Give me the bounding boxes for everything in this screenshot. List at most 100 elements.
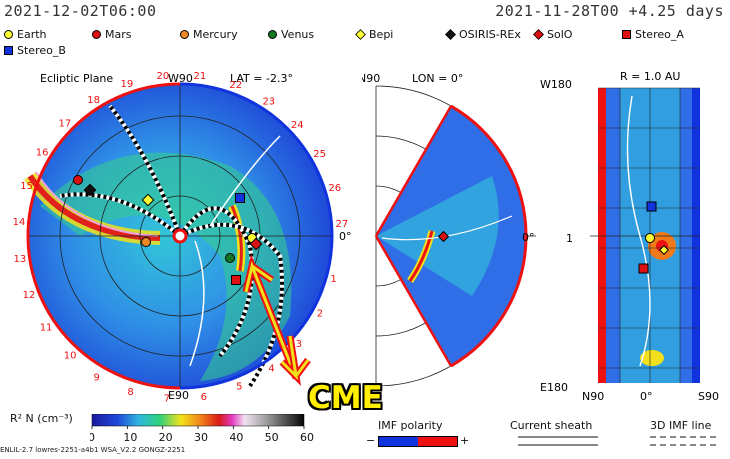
carrington-label-15: 15	[20, 181, 33, 192]
carrington-label-4: 4	[268, 364, 274, 375]
meridional-cme-core	[408, 230, 434, 282]
radial-r: R = 1.0 AU	[620, 70, 680, 83]
radial-top-left: W180	[540, 78, 572, 91]
colorbar-tick-label: 20	[159, 431, 173, 444]
mars-marker	[73, 175, 83, 185]
carrington-label-22: 22	[229, 80, 242, 91]
radial-bepi-marker	[659, 245, 669, 255]
field-line	[108, 104, 182, 237]
ecliptic-top-label: W90	[168, 72, 193, 85]
field-line	[179, 222, 284, 388]
carrington-label-5: 5	[236, 382, 242, 393]
legend-item-mercury: Mercury	[180, 28, 238, 41]
radial-density-low	[640, 350, 664, 366]
cme-arrow	[244, 260, 298, 379]
meridional-lon: LON = 0°	[412, 72, 463, 85]
radial-earth-marker	[645, 233, 655, 243]
colorbar-tick-label: 0	[90, 431, 95, 444]
square-marker-icon	[622, 30, 631, 39]
legend-label: OSIRIS-REx	[459, 28, 521, 41]
legend-item-earth: Earth	[4, 28, 47, 41]
venus-marker	[225, 253, 235, 263]
ecliptic-bottom-label: E90	[168, 389, 189, 402]
carrington-label-2: 2	[317, 309, 323, 320]
carrington-label-11: 11	[40, 323, 53, 334]
field-line	[178, 206, 254, 358]
meridional-edge-red	[450, 104, 528, 368]
footer-model-info: ENLIL-2.7 lowres-2251-a4b1 WSA_V2.2 GONG…	[0, 446, 186, 454]
mercury-marker	[141, 237, 151, 247]
carrington-label-13: 13	[14, 254, 27, 265]
radial-bottom-left: E180	[540, 381, 568, 394]
square-marker-icon	[4, 46, 13, 55]
legend-item-stereo-b: Stereo_B	[4, 44, 66, 57]
carrington-label-18: 18	[87, 95, 100, 106]
colorbar-tick-label: 40	[229, 431, 243, 444]
current-sheath-label: Current sheath	[510, 419, 593, 432]
ecliptic-disc	[24, 82, 334, 390]
carrington-label-14: 14	[13, 217, 26, 228]
colorbar-tick-label: 50	[265, 431, 279, 444]
spiral-arm-peak	[35, 171, 159, 237]
carrington-label-20: 20	[157, 71, 170, 82]
carrington-label-17: 17	[59, 118, 72, 129]
3d-imf-line-label: 3D IMF line	[650, 419, 712, 432]
circle-marker-icon	[180, 30, 189, 39]
stereo-a-marker	[231, 275, 241, 285]
carrington-label-7: 7	[164, 394, 170, 405]
meridional-density	[376, 176, 499, 296]
legend-label: Mars	[105, 28, 132, 41]
imf-line-2	[209, 135, 281, 227]
meridional-edge-top	[374, 105, 453, 237]
meridional-solo-marker	[437, 230, 450, 243]
legend-label: Earth	[17, 28, 47, 41]
imf-plus: +	[460, 434, 470, 447]
radial-stereo-b-marker	[646, 201, 657, 212]
circle-marker-icon	[4, 30, 13, 39]
outer-ring-red	[26, 82, 181, 390]
solo-marker	[249, 237, 263, 251]
cme-arrow2	[280, 335, 310, 381]
carrington-label-26: 26	[328, 183, 341, 194]
radial-imf-line	[626, 95, 651, 367]
legend-item-venus: Venus	[268, 28, 314, 41]
carrington-label-24: 24	[291, 120, 304, 131]
carrington-label-9: 9	[93, 373, 99, 384]
radial-tick-n90: N90	[582, 390, 604, 403]
carrington-label-21: 21	[193, 71, 206, 82]
carrington-label-25: 25	[313, 149, 326, 160]
legend-item-osiris-rex: OSIRIS-REx	[445, 28, 521, 41]
ecliptic-panel: Ecliptic Plane LAT = -2.3° W90 E90 0° 12…	[13, 71, 352, 405]
stereo-b-marker	[235, 193, 245, 203]
ecliptic-right-label: 0°	[339, 230, 352, 243]
current-sheath-swatch	[518, 436, 598, 446]
ecliptic-title: Ecliptic Plane	[40, 72, 113, 85]
legend-item-mars: Mars	[92, 28, 132, 41]
legend-label: Mercury	[193, 28, 238, 41]
header-left-time: 2021-12-02T06:00	[4, 2, 157, 20]
legend-label: SolO	[547, 28, 573, 41]
diamond-marker-icon	[445, 29, 456, 40]
radial-tick-0: 0°	[640, 390, 653, 403]
radial-panel: W180 R = 1.0 AU E180 1 N90 0° S90	[540, 70, 719, 403]
meridional-edge-bottom	[374, 235, 453, 367]
circle-marker-icon	[268, 30, 277, 39]
legend-item-solo: SolO	[533, 28, 573, 41]
imf-minus: −	[366, 434, 376, 447]
osiris-rex-marker	[83, 183, 97, 197]
legend-item-stereo-a: Stereo_A	[622, 28, 684, 41]
3d-imf-line-swatch	[650, 436, 716, 446]
imf-polarity-label: IMF polarity	[378, 419, 443, 432]
legend-item-bepi: Bepi	[355, 28, 394, 41]
imf-polarity-bar	[378, 436, 458, 447]
radial-tick-s90: S90	[698, 390, 719, 403]
radial-edge-blue	[692, 88, 700, 383]
carrington-label-27: 27	[335, 219, 348, 230]
legend-label: Venus	[281, 28, 315, 41]
colorbar: 0 10 20 30 40 50 60	[90, 414, 314, 444]
radial-edge-red	[598, 88, 606, 383]
radial-mid-left: 1	[566, 232, 573, 245]
carrington-label-3: 3	[296, 339, 302, 350]
radial-stereo-a-marker	[638, 263, 649, 274]
legend-label: Bepi	[369, 28, 394, 41]
